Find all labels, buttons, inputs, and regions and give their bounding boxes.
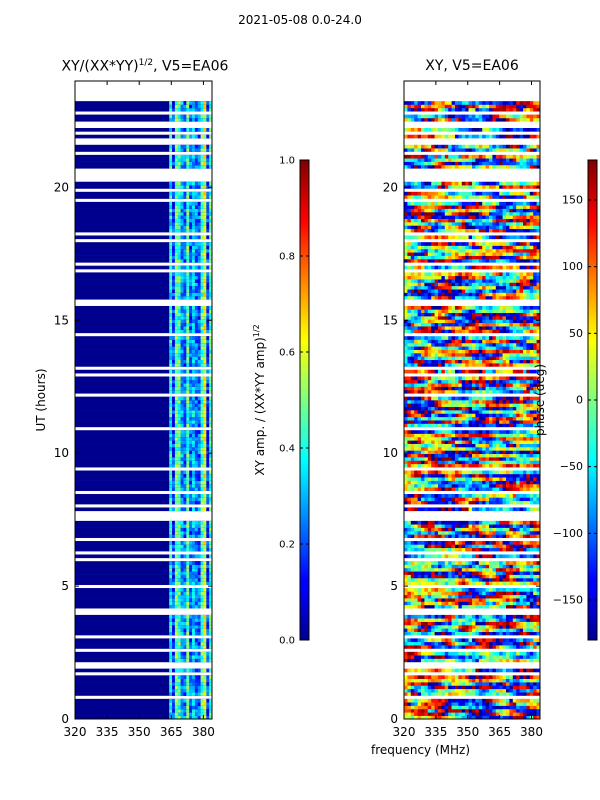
left-plot-frame xyxy=(74,80,213,720)
colorbar-phase-label: phase (deg) xyxy=(533,364,547,436)
colorbar-tick-label: 0.6 xyxy=(279,348,295,359)
left-title-main: XY/(XX*YY) xyxy=(61,58,139,75)
colorbar-amplitude-label-sup: 1/2 xyxy=(252,324,261,337)
colorbar-amplitude-ticks: 0.0 0.2 0.4 0.6 0.8 1.0 xyxy=(279,156,309,647)
y-axis-label: UT (hours) xyxy=(34,368,48,431)
y-tick-label: 15 xyxy=(54,313,69,327)
x-tick-label: 365 xyxy=(160,725,183,739)
right-plot-frame xyxy=(403,80,541,720)
x-tick-label: 320 xyxy=(393,725,416,739)
left-axes: 320 335 350 365 380 0 5 10 15 20 xyxy=(54,81,215,739)
x-tick-label: 380 xyxy=(192,725,215,739)
colorbar-tick-label: 0 xyxy=(576,394,583,407)
left-plot-title: XY/(XX*YY)1/2, V5=EA06 xyxy=(40,58,250,75)
x-tick-label: 335 xyxy=(424,725,447,739)
y-tick-label: 5 xyxy=(61,579,69,593)
colorbar-tick-label: 0.0 xyxy=(279,636,295,647)
x-tick-label: 380 xyxy=(520,725,543,739)
figure-suptitle: 2021-05-08 0.0-24.0 xyxy=(238,13,362,27)
colorbar-tick-label: 0.2 xyxy=(279,540,295,551)
colorbar-tick-label: −50 xyxy=(560,460,583,473)
colorbar-tick-label: 150 xyxy=(562,194,583,207)
x-axis-label: frequency (MHz) xyxy=(370,743,471,757)
y-tick-label: 5 xyxy=(390,579,398,593)
right-heatmap xyxy=(404,81,540,719)
x-tick-label: 335 xyxy=(96,725,119,739)
left-title-tail: , V5=EA06 xyxy=(153,58,229,75)
left-heatmap xyxy=(75,81,212,719)
y-tick-label: 0 xyxy=(61,712,69,726)
y-tick-label: 15 xyxy=(383,313,398,327)
colorbar-tick-label: 0.4 xyxy=(279,444,295,455)
colorbar-tick-label: 50 xyxy=(569,327,583,340)
left-title-sup: 1/2 xyxy=(138,58,154,68)
y-tick-label: 10 xyxy=(383,446,398,460)
x-tick-label: 350 xyxy=(456,725,479,739)
x-tick-label: 350 xyxy=(128,725,151,739)
colorbar-phase-ticks: 150 100 50 0 −50 −100 −150 xyxy=(553,194,597,607)
colorbar-tick-label: 100 xyxy=(562,260,583,273)
x-tick-label: 365 xyxy=(488,725,511,739)
colorbar-amplitude-label: XY amp. / (XX*YY amp)1/2 xyxy=(252,324,267,475)
right-plot-title: XY, V5=EA06 xyxy=(425,58,519,74)
right-axes: 320 335 350 365 380 0 5 10 15 20 xyxy=(383,81,543,739)
y-tick-label: 0 xyxy=(390,712,398,726)
colorbar-amplitude xyxy=(299,159,310,641)
colorbar-tick-label: 1.0 xyxy=(279,156,295,167)
y-tick-label: 10 xyxy=(54,446,69,460)
x-tick-label: 320 xyxy=(64,725,87,739)
colorbar-amplitude-label-main: XY amp. / (XX*YY amp) xyxy=(253,337,267,475)
colorbar-tick-label: −150 xyxy=(553,594,583,607)
y-tick-label: 20 xyxy=(383,180,398,194)
colorbar-tick-label: −100 xyxy=(553,527,583,540)
colorbar-tick-label: 0.8 xyxy=(279,252,295,263)
y-tick-label: 20 xyxy=(54,180,69,194)
